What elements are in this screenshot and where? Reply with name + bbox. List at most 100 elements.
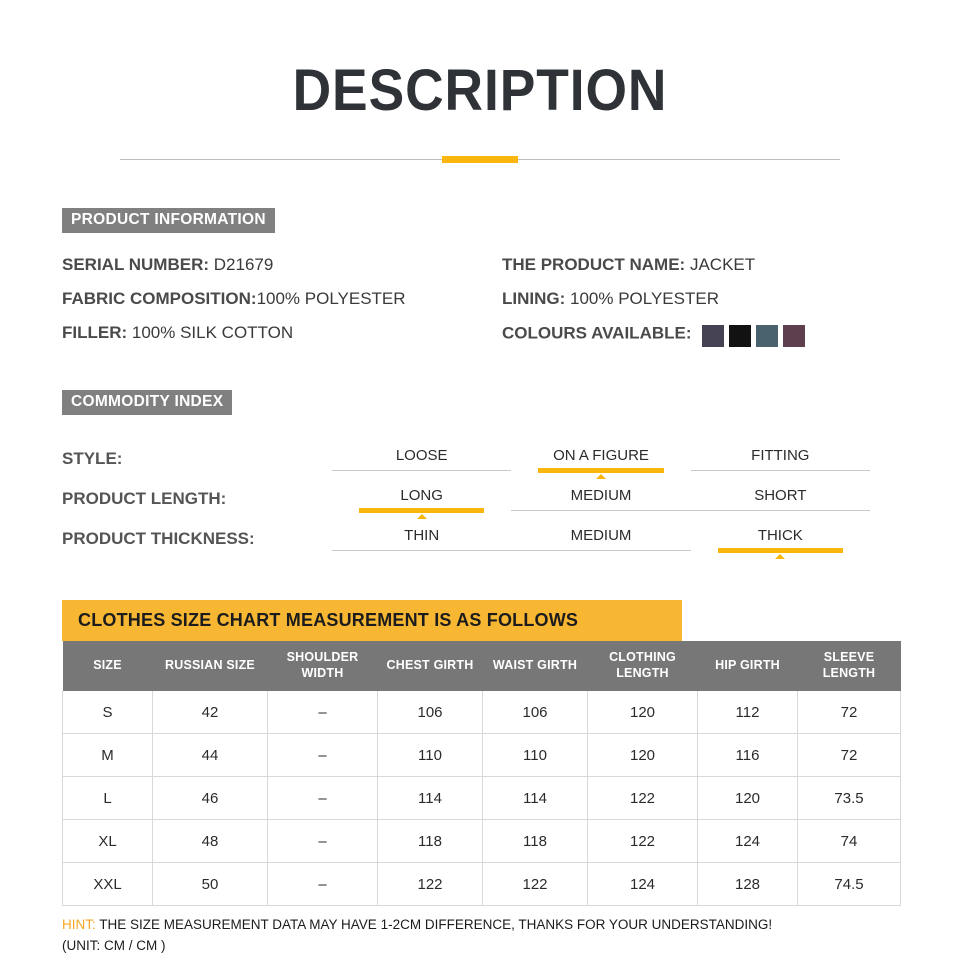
table-row: M 44 – 110 110 120 116 72 xyxy=(62,733,901,778)
selected-marker-triangle-icon xyxy=(416,513,427,519)
commodity-row-style-options: LOOSE ON A FIGURE FITTING xyxy=(332,437,870,479)
size-chart-banner: CLOTHES SIZE CHART MEASUREMENT IS AS FOL… xyxy=(62,600,682,641)
option-rule xyxy=(332,469,512,471)
option-rule-selected xyxy=(538,467,664,473)
option-style-on-a-figure[interactable]: ON A FIGURE xyxy=(511,437,690,479)
option-rule xyxy=(690,509,870,511)
colour-swatch-1[interactable] xyxy=(702,325,725,348)
cell-chest-girth: 122 xyxy=(377,862,483,907)
option-style-on-a-figure-label: ON A FIGURE xyxy=(553,446,649,464)
cell-hip-girth: 116 xyxy=(697,733,798,778)
colour-swatch-3[interactable] xyxy=(756,325,779,348)
field-filler-value: 100% SILK COTTON xyxy=(131,323,294,343)
cell-russian-size: 50 xyxy=(152,862,268,907)
cell-shoulder-width: – xyxy=(267,776,378,821)
cell-shoulder-width: – xyxy=(267,819,378,864)
cell-size: XXL xyxy=(62,862,153,907)
option-style-loose[interactable]: LOOSE xyxy=(332,437,512,473)
option-length-short[interactable]: SHORT xyxy=(690,477,870,513)
hint-line-1: HINT: THE SIZE MEASUREMENT DATA MAY HAVE… xyxy=(62,915,902,936)
option-thickness-thick-label: THICK xyxy=(757,526,803,544)
cell-clothing-length: 120 xyxy=(587,691,698,735)
column-header-size: SIZE xyxy=(62,641,153,692)
option-length-medium[interactable]: MEDIUM xyxy=(511,477,691,513)
cell-sleeve-length: 73.5 xyxy=(797,776,901,821)
cell-hip-girth: 124 xyxy=(697,819,798,864)
cell-russian-size: 46 xyxy=(152,776,268,821)
cell-shoulder-width: – xyxy=(267,862,378,907)
cell-russian-size: 48 xyxy=(152,819,268,864)
cell-size: XL xyxy=(62,819,153,864)
colour-swatch-list xyxy=(702,325,806,348)
cell-size: M xyxy=(62,733,153,778)
cell-clothing-length: 122 xyxy=(587,776,698,821)
cell-chest-girth: 110 xyxy=(377,733,483,778)
selected-marker-triangle-icon xyxy=(595,473,606,479)
hint-unit-text: (UNIT: CM / CM ) xyxy=(62,938,166,954)
option-thickness-thick[interactable]: THICK xyxy=(691,517,870,559)
column-header-waist-girth: WAIST GIRTH xyxy=(482,641,588,692)
cell-waist-girth: 110 xyxy=(482,733,588,778)
cell-hip-girth: 112 xyxy=(697,691,798,735)
option-rule-selected xyxy=(717,547,844,553)
cell-russian-size: 44 xyxy=(152,733,268,778)
cell-russian-size: 42 xyxy=(152,691,268,735)
cell-waist-girth: 114 xyxy=(482,776,588,821)
table-row: S 42 – 106 106 120 112 72 xyxy=(62,691,901,735)
colour-swatch-2[interactable] xyxy=(729,325,752,348)
option-rule xyxy=(690,469,870,471)
field-fabric-composition: FABRIC COMPOSITION:100% POLYESTER xyxy=(62,289,502,309)
field-colours-available-label: COLOURS AVAILABLE: xyxy=(502,323,692,343)
option-length-long[interactable]: LONG xyxy=(332,477,511,519)
size-chart-header-row: SIZE RUSSIAN SIZE SHOULDER WIDTH CHEST G… xyxy=(62,641,901,692)
cell-hip-girth: 128 xyxy=(697,862,798,907)
product-information-grid: SERIAL NUMBER: D21679 THE PRODUCT NAME: … xyxy=(62,254,902,348)
field-serial-number-label: SERIAL NUMBER: xyxy=(62,254,210,274)
colour-swatch-4[interactable] xyxy=(783,325,806,348)
cell-sleeve-length: 74 xyxy=(797,819,901,864)
cell-chest-girth: 118 xyxy=(377,819,483,864)
option-style-fitting[interactable]: FITTING xyxy=(690,437,870,473)
cell-size: L xyxy=(62,776,153,821)
title-divider xyxy=(120,156,840,164)
option-style-loose-label: LOOSE xyxy=(395,446,448,464)
table-row: XXL 50 – 122 122 124 128 74.5 xyxy=(62,862,901,907)
commodity-row-product-thickness-options: THIN MEDIUM THICK xyxy=(332,517,870,559)
option-length-long-label: LONG xyxy=(400,486,443,504)
column-header-sleeve-length: SLEEVE LENGTH xyxy=(797,641,901,692)
cell-sleeve-length: 74.5 xyxy=(797,862,901,907)
option-length-medium-label: MEDIUM xyxy=(570,486,632,504)
option-thickness-thin[interactable]: THIN xyxy=(332,517,512,553)
option-thickness-medium[interactable]: MEDIUM xyxy=(511,517,691,553)
field-product-name-label: THE PRODUCT NAME: xyxy=(502,254,686,274)
field-lining: LINING: 100% POLYESTER xyxy=(502,289,902,309)
field-serial-number: SERIAL NUMBER: D21679 xyxy=(62,255,502,275)
cell-shoulder-width: – xyxy=(267,733,378,778)
size-chart-section: CLOTHES SIZE CHART MEASUREMENT IS AS FOL… xyxy=(62,600,902,957)
column-header-clothing-length: CLOTHING LENGTH xyxy=(587,641,698,692)
cell-chest-girth: 106 xyxy=(377,691,483,735)
option-style-fitting-label: FITTING xyxy=(751,446,810,464)
column-header-russian-size: RUSSIAN SIZE xyxy=(152,641,268,692)
table-row: XL 48 – 118 118 122 124 74 xyxy=(62,819,901,864)
option-length-short-label: SHORT xyxy=(754,486,807,504)
field-lining-value: 100% POLYESTER xyxy=(570,288,719,308)
commodity-index-badge: COMMODITY INDEX xyxy=(62,390,233,415)
commodity-index-rows: STYLE: LOOSE ON A FIGURE FITTING PRODUCT xyxy=(62,437,902,559)
cell-chest-girth: 114 xyxy=(377,776,483,821)
commodity-row-style: STYLE: LOOSE ON A FIGURE FITTING xyxy=(62,437,902,479)
commodity-row-product-thickness: PRODUCT THICKNESS: THIN MEDIUM THICK xyxy=(62,517,902,559)
cell-waist-girth: 118 xyxy=(482,819,588,864)
size-chart-table: SIZE RUSSIAN SIZE SHOULDER WIDTH CHEST G… xyxy=(62,641,901,907)
cell-hip-girth: 120 xyxy=(697,776,798,821)
hint-keyword: HINT: xyxy=(62,917,96,933)
field-fabric-composition-value: 100% POLYESTER xyxy=(256,288,406,308)
commodity-row-style-label: STYLE: xyxy=(62,448,123,468)
page-title: DESCRIPTION xyxy=(292,58,668,123)
option-rule xyxy=(511,549,691,551)
option-rule-selected xyxy=(358,507,485,513)
option-thickness-thin-label: THIN xyxy=(404,526,440,544)
column-header-shoulder-width: SHOULDER WIDTH xyxy=(267,641,378,692)
field-colours-available: COLOURS AVAILABLE: xyxy=(502,323,902,348)
commodity-row-product-length-label: PRODUCT LENGTH: xyxy=(62,488,227,508)
